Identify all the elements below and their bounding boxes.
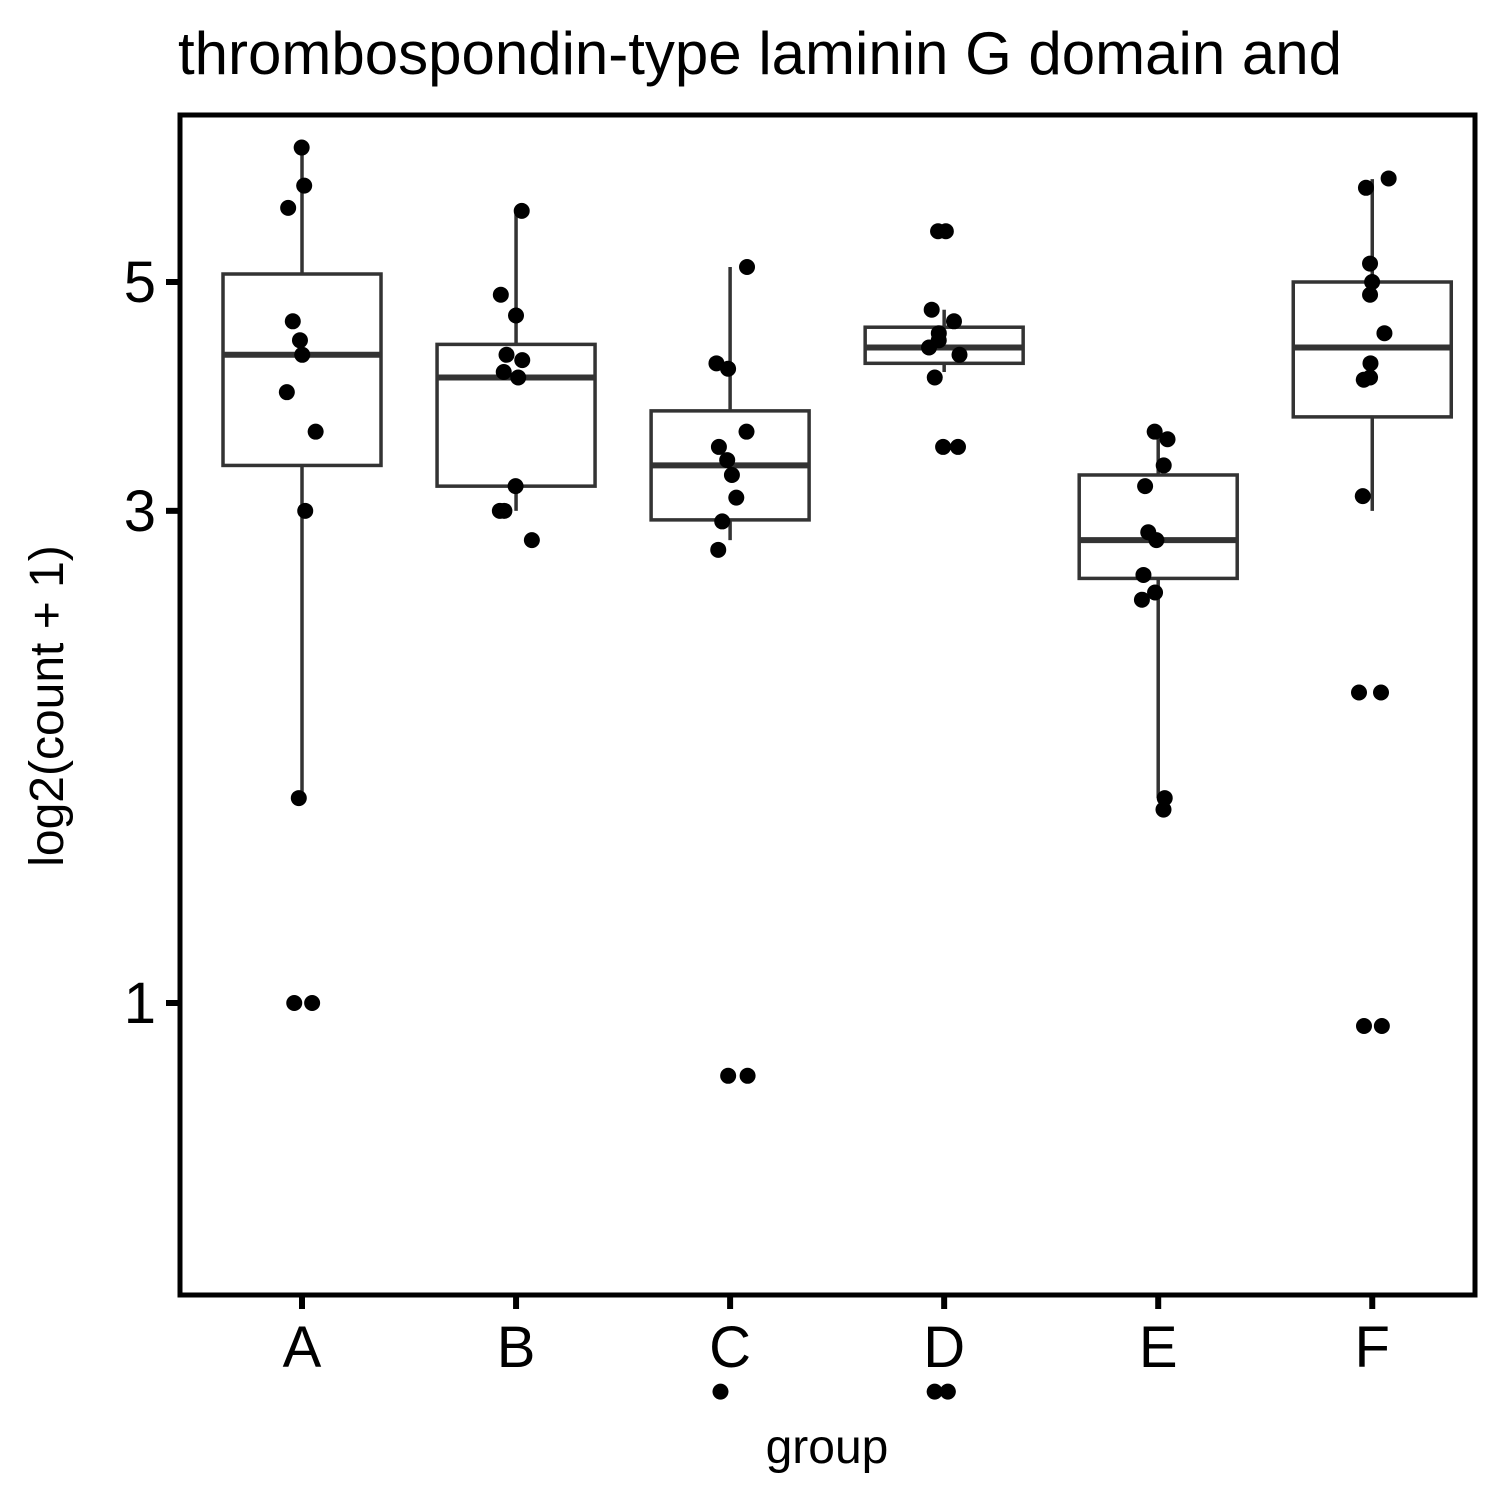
y-tick-label: 3 [124, 479, 156, 544]
data-point [278, 384, 295, 401]
box-iqr [435, 342, 597, 488]
points-A [278, 139, 324, 1011]
data-point [1148, 532, 1165, 549]
data-point [513, 202, 530, 219]
data-point [1355, 1017, 1372, 1034]
x-tick-label: C [709, 1315, 751, 1380]
data-point [1373, 1017, 1390, 1034]
data-point [1147, 584, 1164, 601]
points-C [708, 259, 756, 1400]
data-point [297, 502, 314, 519]
data-point [1380, 170, 1397, 187]
data-point [712, 1383, 729, 1400]
data-point [296, 177, 313, 194]
data-point [1133, 591, 1150, 608]
data-point [939, 1383, 956, 1400]
data-point [710, 541, 727, 558]
y-tick-label: 5 [124, 250, 156, 315]
data-point [728, 489, 745, 506]
data-point [498, 346, 515, 363]
data-point [1135, 566, 1152, 583]
data-point [1362, 286, 1379, 303]
points-B [491, 202, 540, 549]
data-point [951, 346, 968, 363]
data-point [514, 352, 531, 369]
y-tick-label: 1 [124, 971, 156, 1036]
data-point [1373, 684, 1390, 701]
box-iqr [221, 272, 383, 468]
data-point [293, 139, 310, 156]
x-tick-label: F [1355, 1315, 1390, 1380]
box-F [1291, 179, 1454, 511]
data-point [738, 423, 755, 440]
x-axis-title: group [766, 1421, 889, 1474]
data-point [1364, 274, 1381, 290]
y-axis-title: log2(count + 1) [21, 545, 74, 867]
x-axis: A B C D E F [283, 1295, 1390, 1380]
data-point [304, 995, 321, 1011]
data-point [714, 513, 731, 530]
data-point [1362, 355, 1379, 372]
y-axis: 1 3 5 [124, 250, 180, 1036]
points-D [921, 223, 968, 1400]
data-point [926, 1383, 943, 1400]
data-point [1354, 488, 1371, 505]
points-E [1133, 423, 1176, 818]
data-point [495, 363, 512, 380]
data-point [286, 995, 303, 1011]
data-point [723, 466, 740, 483]
data-point [284, 313, 301, 330]
data-point [1146, 423, 1163, 440]
data-point [739, 1067, 756, 1084]
data-point [949, 438, 966, 455]
data-point [1362, 255, 1379, 272]
data-point [921, 339, 938, 356]
data-point [1357, 179, 1374, 196]
data-point [1155, 801, 1172, 818]
data-point [926, 369, 943, 386]
data-point [923, 301, 940, 318]
data-point [945, 313, 962, 330]
data-point [291, 332, 308, 349]
data-point [720, 1067, 737, 1084]
data-point [930, 223, 947, 240]
data-point [710, 438, 727, 455]
data-point [294, 346, 311, 363]
x-tick-label: A [283, 1315, 322, 1380]
data-point [1137, 478, 1154, 495]
data-point [1355, 371, 1372, 388]
data-point [1159, 431, 1176, 448]
chart-title: thrombospondin-type laminin G domain and [178, 20, 1342, 87]
x-tick-label: E [1139, 1315, 1178, 1380]
data-point [1376, 325, 1393, 342]
data-point [307, 423, 324, 440]
data-point [280, 199, 297, 216]
data-point [1351, 684, 1368, 701]
data-point [491, 502, 508, 519]
data-point [290, 790, 307, 807]
data-point [508, 307, 525, 324]
x-tick-label: D [923, 1315, 965, 1380]
data-point [720, 360, 737, 377]
data-point [507, 478, 524, 495]
data-point [510, 369, 527, 386]
box-iqr [1077, 473, 1239, 581]
box-A [221, 147, 383, 799]
data-point [719, 452, 736, 469]
box-E [1077, 431, 1239, 799]
plot-panel-border [177, 112, 1478, 1298]
data-point [523, 532, 540, 549]
plot-area [221, 139, 1454, 1400]
data-point [935, 438, 952, 455]
points-F [1351, 170, 1397, 1034]
data-point [1155, 457, 1172, 474]
data-point [739, 259, 756, 276]
data-point [492, 286, 509, 303]
x-tick-label: B [497, 1315, 536, 1380]
